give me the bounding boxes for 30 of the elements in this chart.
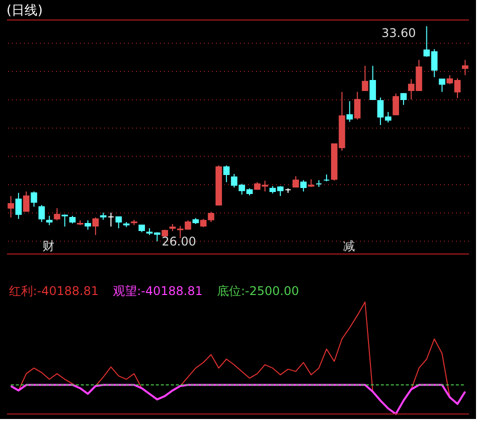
- candlestick: [370, 65, 376, 100]
- candlestick: [46, 215, 53, 226]
- candlestick: [38, 204, 45, 223]
- candlestick: [30, 190, 38, 208]
- text: 红利:-40188.81: [9, 284, 99, 298]
- candlestick: [23, 190, 30, 212]
- candlestick: [346, 100, 353, 122]
- candlestick: [392, 93, 400, 116]
- candlestick: [462, 59, 468, 76]
- candlestick: [84, 220, 92, 230]
- candlestick: [108, 212, 114, 228]
- candlestick: [362, 65, 368, 91]
- chart-title: (日线): [6, 4, 43, 18]
- text: 底位:-2500.00: [217, 284, 299, 298]
- candlestick: [62, 214, 68, 228]
- candlestick: [354, 91, 361, 120]
- annotation: 减: [342, 238, 355, 253]
- text: 观望:-40188.81: [113, 284, 203, 298]
- candlestick: [115, 216, 122, 229]
- candlestick: [300, 180, 307, 192]
- candlestick: [54, 208, 60, 221]
- candlestick: [400, 92, 407, 106]
- annotation: 26.00: [162, 234, 196, 248]
- candlestick: [223, 164, 230, 183]
- candlestick: [8, 195, 14, 218]
- annotation: 33.60: [382, 26, 416, 40]
- candlestick: [92, 217, 99, 236]
- candlestick: [15, 192, 22, 220]
- annotation: 财: [42, 238, 55, 253]
- candlestick: [438, 78, 446, 92]
